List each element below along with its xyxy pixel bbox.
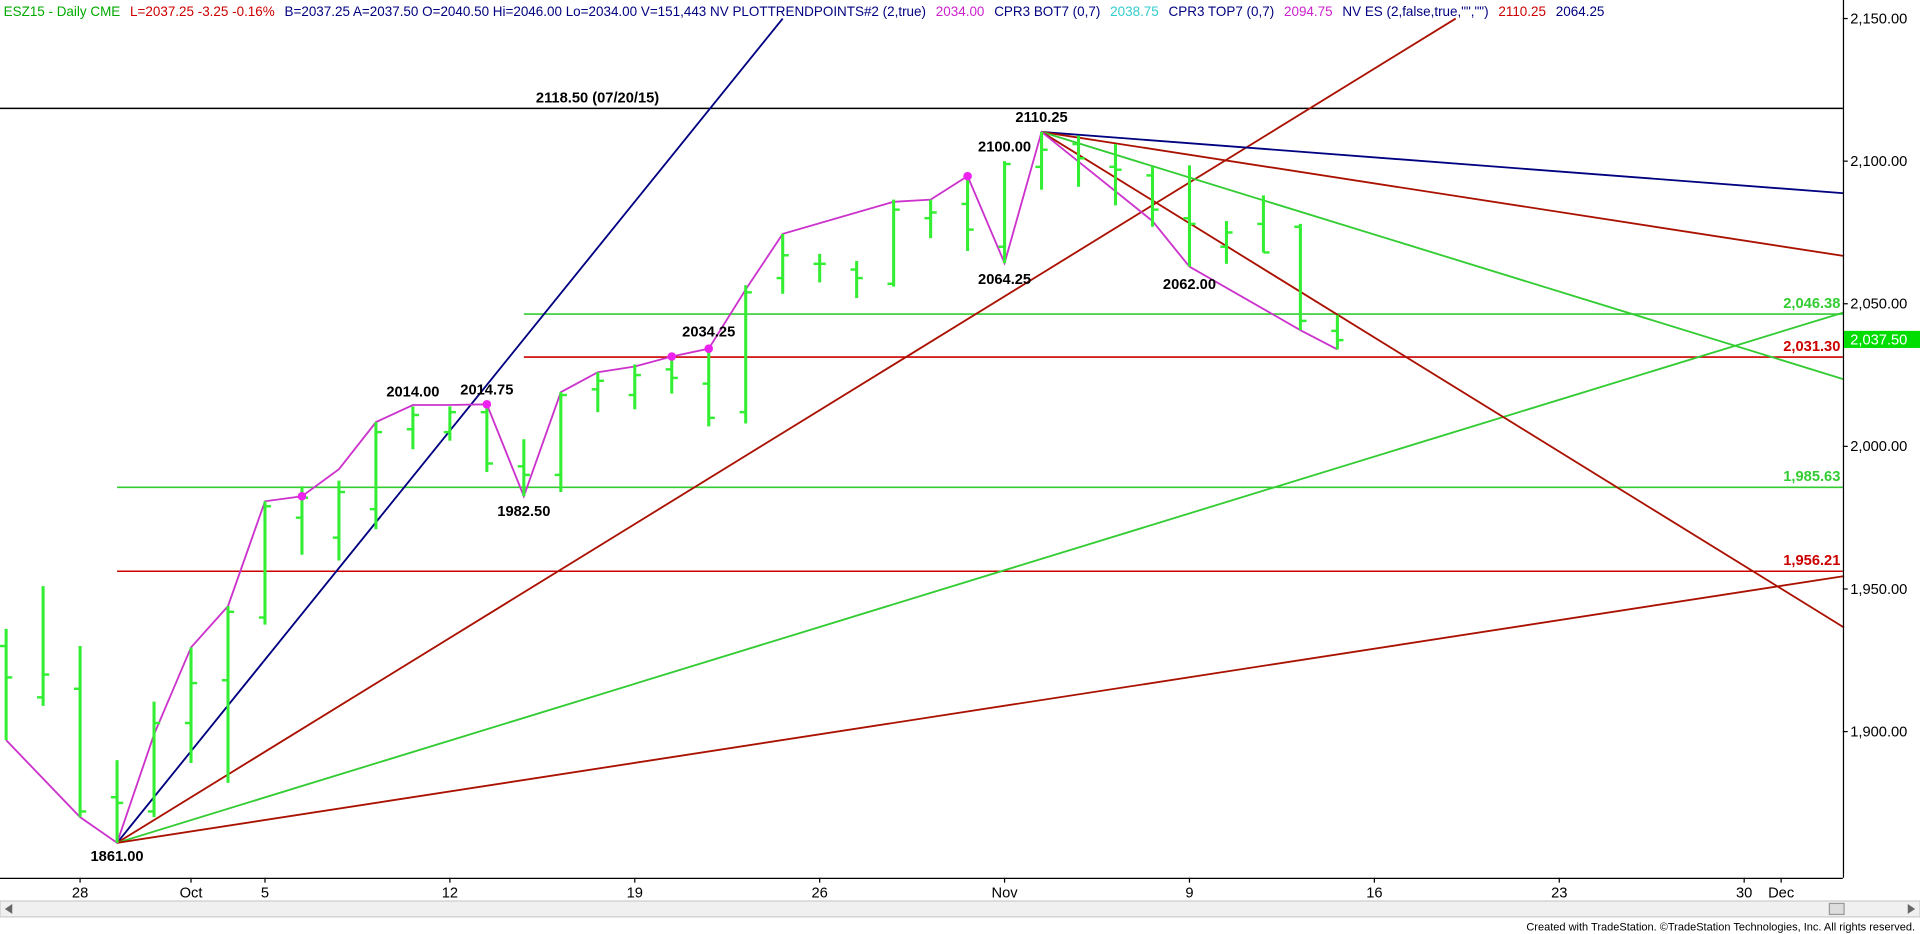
- annotation: 1861.00: [91, 849, 144, 865]
- x-tick-label: 26: [812, 885, 828, 901]
- trend-point: [963, 171, 972, 181]
- plot-area: 2118.50 (07/20/15) 2,046.38 2,031.30 1,985.…: [0, 17, 1845, 865]
- level-label: 1,985.63: [1783, 469, 1840, 485]
- x-tick-label: 9: [1185, 885, 1193, 901]
- header-item: NV ES (2,false,true,"",""): [1342, 4, 1488, 19]
- level-label: 2,031.30: [1783, 339, 1840, 355]
- scroll-left[interactable]: [4, 904, 13, 914]
- x-tick-label: 19: [627, 885, 643, 901]
- x-tick-label: 5: [261, 885, 269, 901]
- x-tick-label: 16: [1366, 885, 1382, 901]
- last-price-label: 2,037.50: [1850, 332, 1907, 348]
- annotation: 2014.75: [460, 383, 513, 399]
- trendline: [1041, 131, 1845, 195]
- footer: Created with TradeStation. ©TradeStation…: [1526, 921, 1915, 933]
- header-item: 2034.00: [936, 4, 985, 19]
- header-item: 2064.25: [1556, 4, 1605, 19]
- scroll-thumb[interactable]: [1828, 902, 1845, 916]
- header-item: 2094.75: [1284, 4, 1333, 19]
- trendline: [116, 311, 1845, 844]
- trendline: [116, 575, 1845, 844]
- scrollbar[interactable]: [0, 900, 1920, 918]
- level-label: 2118.50 (07/20/15): [536, 90, 659, 106]
- y-tick-label: 2,150.00: [1850, 11, 1907, 27]
- annotation: 2034.25: [682, 324, 735, 340]
- header: ESZ15 - Daily CME L=2037.25 -3.25 -0.16% B…: [4, 4, 1605, 19]
- annotation: 2110.25: [1015, 110, 1067, 126]
- y-tick-label: 2,100.00: [1850, 154, 1907, 170]
- scroll-right[interactable]: [1907, 904, 1916, 914]
- x-tick-label: 30: [1736, 885, 1752, 901]
- annotation: 1982.50: [497, 504, 550, 520]
- x-tick-label: Oct: [180, 885, 203, 901]
- level-label: 2,046.38: [1783, 296, 1840, 312]
- y-tick-label: 1,950.00: [1850, 582, 1907, 598]
- trend-point: [297, 492, 307, 501]
- header-item: 2110.25: [1498, 4, 1546, 19]
- x-tick-label: 28: [72, 885, 88, 901]
- scrollbar-track[interactable]: [0, 900, 1920, 918]
- header-item: L=2037.25 -3.25 -0.16%: [130, 4, 275, 19]
- header-item: 2038.75: [1110, 4, 1159, 19]
- header-item: CPR3 BOT7 (0,7): [994, 4, 1100, 19]
- swing-line: [5, 130, 1338, 845]
- last-price-box: [1844, 330, 1920, 348]
- x-tick-label: 23: [1551, 885, 1567, 901]
- level-label: 1,956.21: [1783, 553, 1840, 569]
- header-item: ESZ15 - Daily CME: [4, 4, 121, 19]
- header-item: B=2037.25 A=2037.50 O=2040.50 Hi=2046.00…: [285, 4, 926, 19]
- annotation: 2014.00: [386, 385, 439, 401]
- trendline: [1041, 131, 1845, 381]
- header-item: CPR3 TOP7 (0,7): [1169, 4, 1275, 19]
- trendline: [1041, 131, 1845, 629]
- x-tick-label: Nov: [992, 885, 1019, 901]
- annotation: 2062.00: [1163, 277, 1216, 293]
- trend-point: [704, 344, 714, 353]
- y-tick-label: 2,000.00: [1850, 439, 1907, 455]
- trend-point: [667, 352, 677, 361]
- annotation: 2100.00: [978, 139, 1031, 155]
- y-tick-label: 1,900.00: [1850, 724, 1907, 740]
- trendline: [1041, 131, 1845, 257]
- trendline: [116, 17, 1457, 844]
- annotation: 2064.25: [978, 272, 1031, 288]
- x-tick-label: 12: [442, 885, 458, 901]
- trend-point: [482, 400, 492, 409]
- y-tick-label: 2,050.00: [1850, 297, 1907, 313]
- x-tick-label: Dec: [1768, 885, 1794, 901]
